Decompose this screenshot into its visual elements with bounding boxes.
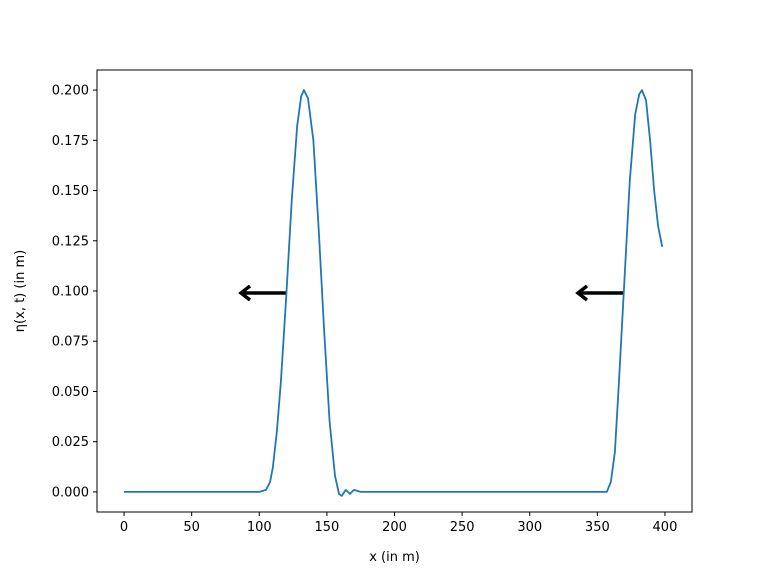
- y-tick-label: 0.025: [52, 435, 89, 450]
- plot-frame: [96, 69, 693, 513]
- x-tick-label: 250: [450, 520, 475, 535]
- x-axis-label: x (in m): [369, 550, 420, 565]
- x-tick-label: 200: [382, 520, 407, 535]
- y-tick-label: 0.100: [52, 285, 89, 300]
- y-tick-label: 0.175: [52, 134, 89, 149]
- x-tick-label: 300: [517, 520, 542, 535]
- line-series: [124, 89, 664, 497]
- y-tick-label: 0.200: [52, 84, 89, 99]
- x-tick-label: 50: [183, 520, 200, 535]
- x-tick-label: 100: [247, 520, 272, 535]
- arrow: [575, 284, 624, 302]
- y-tick-label: 0.150: [52, 184, 89, 199]
- x-tick-label: 350: [585, 520, 610, 535]
- y-axis-label: η(x, t) (in m): [13, 250, 28, 332]
- x-tick-label: 150: [314, 520, 339, 535]
- y-tick-label: 0.050: [52, 385, 89, 400]
- x-tick-label: 0: [120, 520, 128, 535]
- y-tick-label: 0.075: [52, 335, 89, 350]
- x-tick-label: 400: [653, 520, 678, 535]
- y-tick-label: 0.125: [52, 234, 89, 249]
- y-tick-label: 0.000: [52, 485, 89, 500]
- arrow: [238, 284, 287, 302]
